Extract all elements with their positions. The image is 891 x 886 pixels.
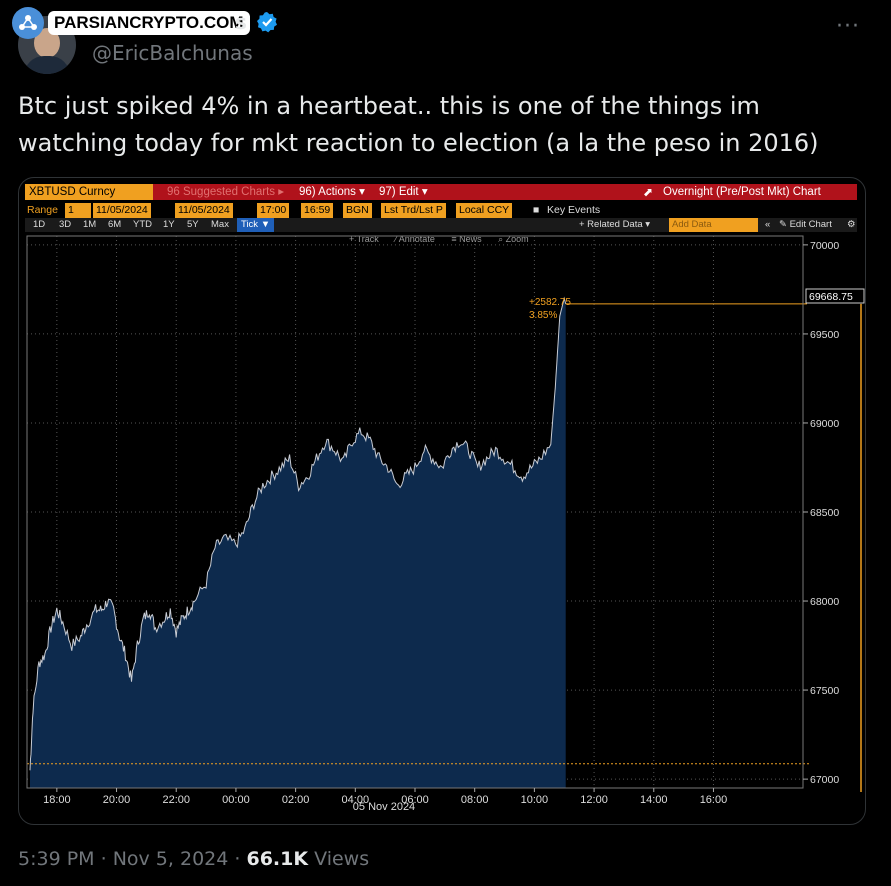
period-6m[interactable]: 6M — [108, 219, 122, 230]
overnight-chart-label[interactable]: Overnight (Pre/Post Mkt) Chart — [663, 186, 821, 198]
more-options-icon[interactable]: ··· — [836, 14, 860, 39]
period-3d[interactable]: 3D — [59, 219, 72, 230]
news-tool[interactable]: ≡ News — [451, 234, 482, 244]
x-tick-label: 14:00 — [640, 794, 668, 806]
ticker-field[interactable]: XBTUSD Curncy — [25, 184, 153, 200]
verified-badge-icon — [257, 12, 277, 33]
x-tick-label: 16:00 — [700, 794, 728, 806]
actions-menu[interactable]: 96) Actions ▾ — [299, 186, 365, 198]
meta-separator: · — [94, 848, 113, 870]
terminal-title-bar: XBTUSD Curncy 96 Suggested Charts ▸ 96) … — [25, 184, 857, 200]
track-tool[interactable]: + Track — [349, 234, 379, 244]
x-tick-label: 22:00 — [162, 794, 190, 806]
zoom-tool[interactable]: ⌕ Zoom — [498, 234, 529, 244]
last-price-tag — [805, 288, 865, 304]
range-period-field[interactable]: 1 — [65, 203, 91, 218]
x-tick-label: 12:00 — [580, 794, 608, 806]
x-tick-label: 08:00 — [461, 794, 489, 806]
range-label: Range — [27, 204, 58, 216]
range-end-time[interactable]: 16:59 — [301, 203, 334, 218]
price-line — [29, 296, 567, 771]
period-5y[interactable]: 5Y — [187, 219, 199, 230]
price-area — [30, 298, 566, 788]
post-date[interactable]: Nov 5, 2024 — [112, 848, 229, 870]
views-label: Views — [308, 848, 370, 870]
collapse-icon[interactable]: « — [765, 219, 771, 230]
date-label: 05 Nov 2024 — [353, 801, 415, 813]
y-tick-label: 67500 — [810, 685, 839, 697]
post-meta: 5:39 PM · Nov 5, 2024 · 66.1K Views — [18, 848, 369, 870]
key-events-label: Key Events — [547, 204, 601, 216]
y-tick-label: 68000 — [810, 596, 839, 608]
y-tick-label: 69500 — [810, 329, 839, 341]
x-axis: 18:00 20:00 22:00 00:00 02:00 04:00 06:00 08:00… — [43, 788, 727, 806]
watermark-text: PARSIANCRYPTO.COM — [48, 11, 250, 35]
view-count: 66.1K — [246, 848, 309, 870]
edit-chart-button[interactable]: ✎ Edit Chart — [779, 219, 832, 230]
price-chart[interactable]: 67000 67500 68000 68500 69000 69500 70000 18:0… — [19, 178, 865, 824]
period-max[interactable]: Max — [211, 219, 229, 230]
x-tick-label: 18:00 — [43, 794, 71, 806]
chart-tools: + Track ⁄ Annotate ≡ News ⌕ Zoom — [349, 234, 543, 245]
period-1y[interactable]: 1Y — [163, 219, 175, 230]
change-abs-label: +2582.75 — [529, 297, 571, 308]
suggested-charts[interactable]: 96 Suggested Charts ▸ — [167, 186, 285, 198]
range-start-time[interactable]: 17:00 — [257, 203, 290, 218]
add-data-field[interactable]: Add Data — [669, 218, 758, 232]
annotate-tool[interactable]: ⁄ Annotate — [395, 234, 435, 244]
edit-menu[interactable]: 97) Edit ▾ — [379, 186, 428, 198]
range-end-date[interactable]: 11/05/2024 — [175, 203, 233, 218]
last-price-label: 69668.75 — [809, 291, 853, 303]
range-start-date[interactable]: 11/05/2024 — [93, 203, 151, 218]
range-currency[interactable]: Local CCY — [456, 203, 513, 218]
avatar-body — [24, 56, 70, 74]
author-handle[interactable]: @EricBalchunas — [92, 41, 253, 65]
range-bgn-field[interactable]: BGN — [343, 203, 372, 218]
post-time[interactable]: 5:39 PM — [18, 848, 95, 870]
y-tick-label: 67000 — [810, 774, 839, 786]
change-pct-label: 3.85% — [529, 310, 557, 321]
related-data-menu[interactable]: + Related Data ▾ — [579, 219, 651, 230]
period-1m[interactable]: 1M — [83, 219, 97, 230]
x-tick-label: 20:00 — [103, 794, 131, 806]
range-bar: Range 1 11/05/2024 11/05/2024 17:00 16:5… — [25, 203, 857, 218]
x-tick-label: 00:00 — [222, 794, 250, 806]
y-tick-label: 68500 — [810, 507, 839, 519]
tweet-image[interactable]: XBTUSD Curncy 96 Suggested Charts ▸ 96) … — [18, 177, 866, 825]
y-tick-label: 69000 — [810, 418, 839, 430]
external-link-icon[interactable]: ⬈ — [643, 185, 654, 199]
x-tick-label: 06:00 — [401, 794, 429, 806]
author-name[interactable]: s — [235, 10, 247, 34]
tweet-text: Btc just spiked 4% in a heartbeat.. this… — [18, 92, 819, 157]
range-price-type[interactable]: Lst Trd/Lst P — [381, 203, 446, 218]
x-tick-label: 02:00 — [282, 794, 310, 806]
x-tick-label: 10:00 — [521, 794, 549, 806]
key-events-checkbox[interactable]: ■ — [533, 204, 540, 216]
x-tick-label: 04:00 — [342, 794, 370, 806]
period-1d[interactable]: 1D — [33, 219, 46, 230]
watermark-logo-icon — [12, 7, 44, 39]
y-axis: 67000 67500 68000 68500 69000 69500 70000 — [803, 240, 839, 786]
settings-gear-icon[interactable]: ⚙ — [847, 219, 856, 230]
period-bar: 1D 3D 1M 6M YTD 1Y 5Y Max Tick ▼ + Relat… — [25, 218, 857, 232]
y-tick-label: 70000 — [810, 240, 839, 252]
tick-dropdown[interactable]: Tick ▼ — [237, 218, 275, 232]
watermark: PARSIANCRYPTO.COM — [12, 6, 250, 40]
period-ytd[interactable]: YTD — [133, 219, 152, 230]
meta-separator: · — [228, 848, 247, 870]
